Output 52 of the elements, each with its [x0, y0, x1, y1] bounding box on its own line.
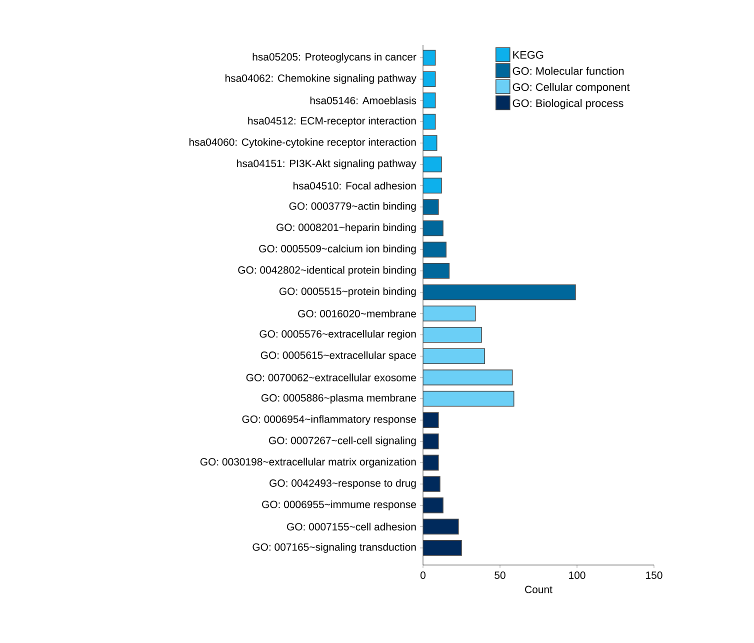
bar: [423, 390, 514, 407]
y-tick-label: GO: 0007155~cell adhesion: [287, 522, 416, 530]
bar: [423, 454, 439, 471]
legend-label: GO: Cellular component: [512, 82, 630, 94]
y-tick-label: GO: 0042802~identical protein binding: [238, 266, 416, 276]
y-tick-label: hsa04510: Focal adhesion: [294, 182, 416, 190]
bar: [423, 518, 459, 535]
bar: [423, 263, 450, 279]
bar: [423, 114, 436, 130]
bar: [423, 476, 440, 492]
legend-label: KEGG: [513, 51, 544, 59]
y-tick-label: GO: 0005509~calcium ion binding: [259, 244, 416, 254]
y-tick-label: GO: 0006955~immume response: [262, 500, 416, 510]
y-tick-label: hsa05146: Amoeblasis: [310, 96, 416, 104]
bar: [423, 220, 444, 236]
y-tick-label: GO: 0042493~response to drug: [270, 479, 416, 489]
y-tick-label: GO: 0005576~extracellular region: [260, 330, 416, 340]
y-tick-label: GO: 0005615~extracellular space: [260, 351, 416, 362]
bar: [423, 50, 436, 66]
y-tick-label: GO: 0070062~extracellular exosome: [246, 374, 416, 382]
y-tick-label: hsa05205: Proteoglycans in cancer: [252, 52, 416, 63]
x-axis-title: Count: [525, 586, 552, 594]
bar: [423, 412, 439, 428]
bar: [423, 326, 482, 343]
y-tick-label: GO: 0005515~protein binding: [279, 287, 416, 298]
legend-label: GO: Molecular function: [512, 66, 624, 75]
x-tick-label: 100: [569, 572, 586, 579]
bar: [423, 156, 442, 172]
y-tick-label: GO: 0007267~cell-cell signaling: [269, 436, 416, 446]
y-tick-label: GO: 0003779~actin binding: [289, 202, 416, 212]
bar: [423, 178, 442, 194]
bar: [423, 540, 462, 556]
y-tick-label: GO: 007165~signaling transduction: [252, 543, 416, 553]
y-tick-label: hsa04151: PI3K-Akt signaling pathway: [237, 159, 416, 170]
y-tick-label: GO: 0005886~plasma membrane: [261, 394, 416, 404]
y-tick-label: GO: 0016020~membrane: [298, 310, 416, 318]
bar: [423, 370, 513, 386]
y-tick-label: hsa04512: ECM-receptor interaction: [248, 116, 416, 127]
bar: [423, 306, 476, 322]
x-tick-label: 50: [494, 572, 506, 579]
bar: [423, 497, 444, 514]
legend-label: GO: Biological process: [512, 99, 624, 110]
y-tick-label: GO: 0008201~heparin binding: [276, 223, 416, 234]
x-tick-label: 150: [646, 572, 662, 579]
y-tick-label: GO: 0030198~extracellular matrix organization: [200, 458, 416, 468]
x-tick-label: 0: [420, 572, 426, 579]
y-tick-label: hsa04060: Cytokine-cytokine receptor interaction: [189, 138, 416, 148]
y-tick-label: GO: 0006954~inflammatory response: [242, 415, 416, 425]
bar: [423, 434, 439, 450]
bar: [423, 348, 485, 364]
y-tick-label: hsa04062: Chemokine signaling pathway: [225, 74, 416, 84]
bar: [423, 284, 576, 300]
